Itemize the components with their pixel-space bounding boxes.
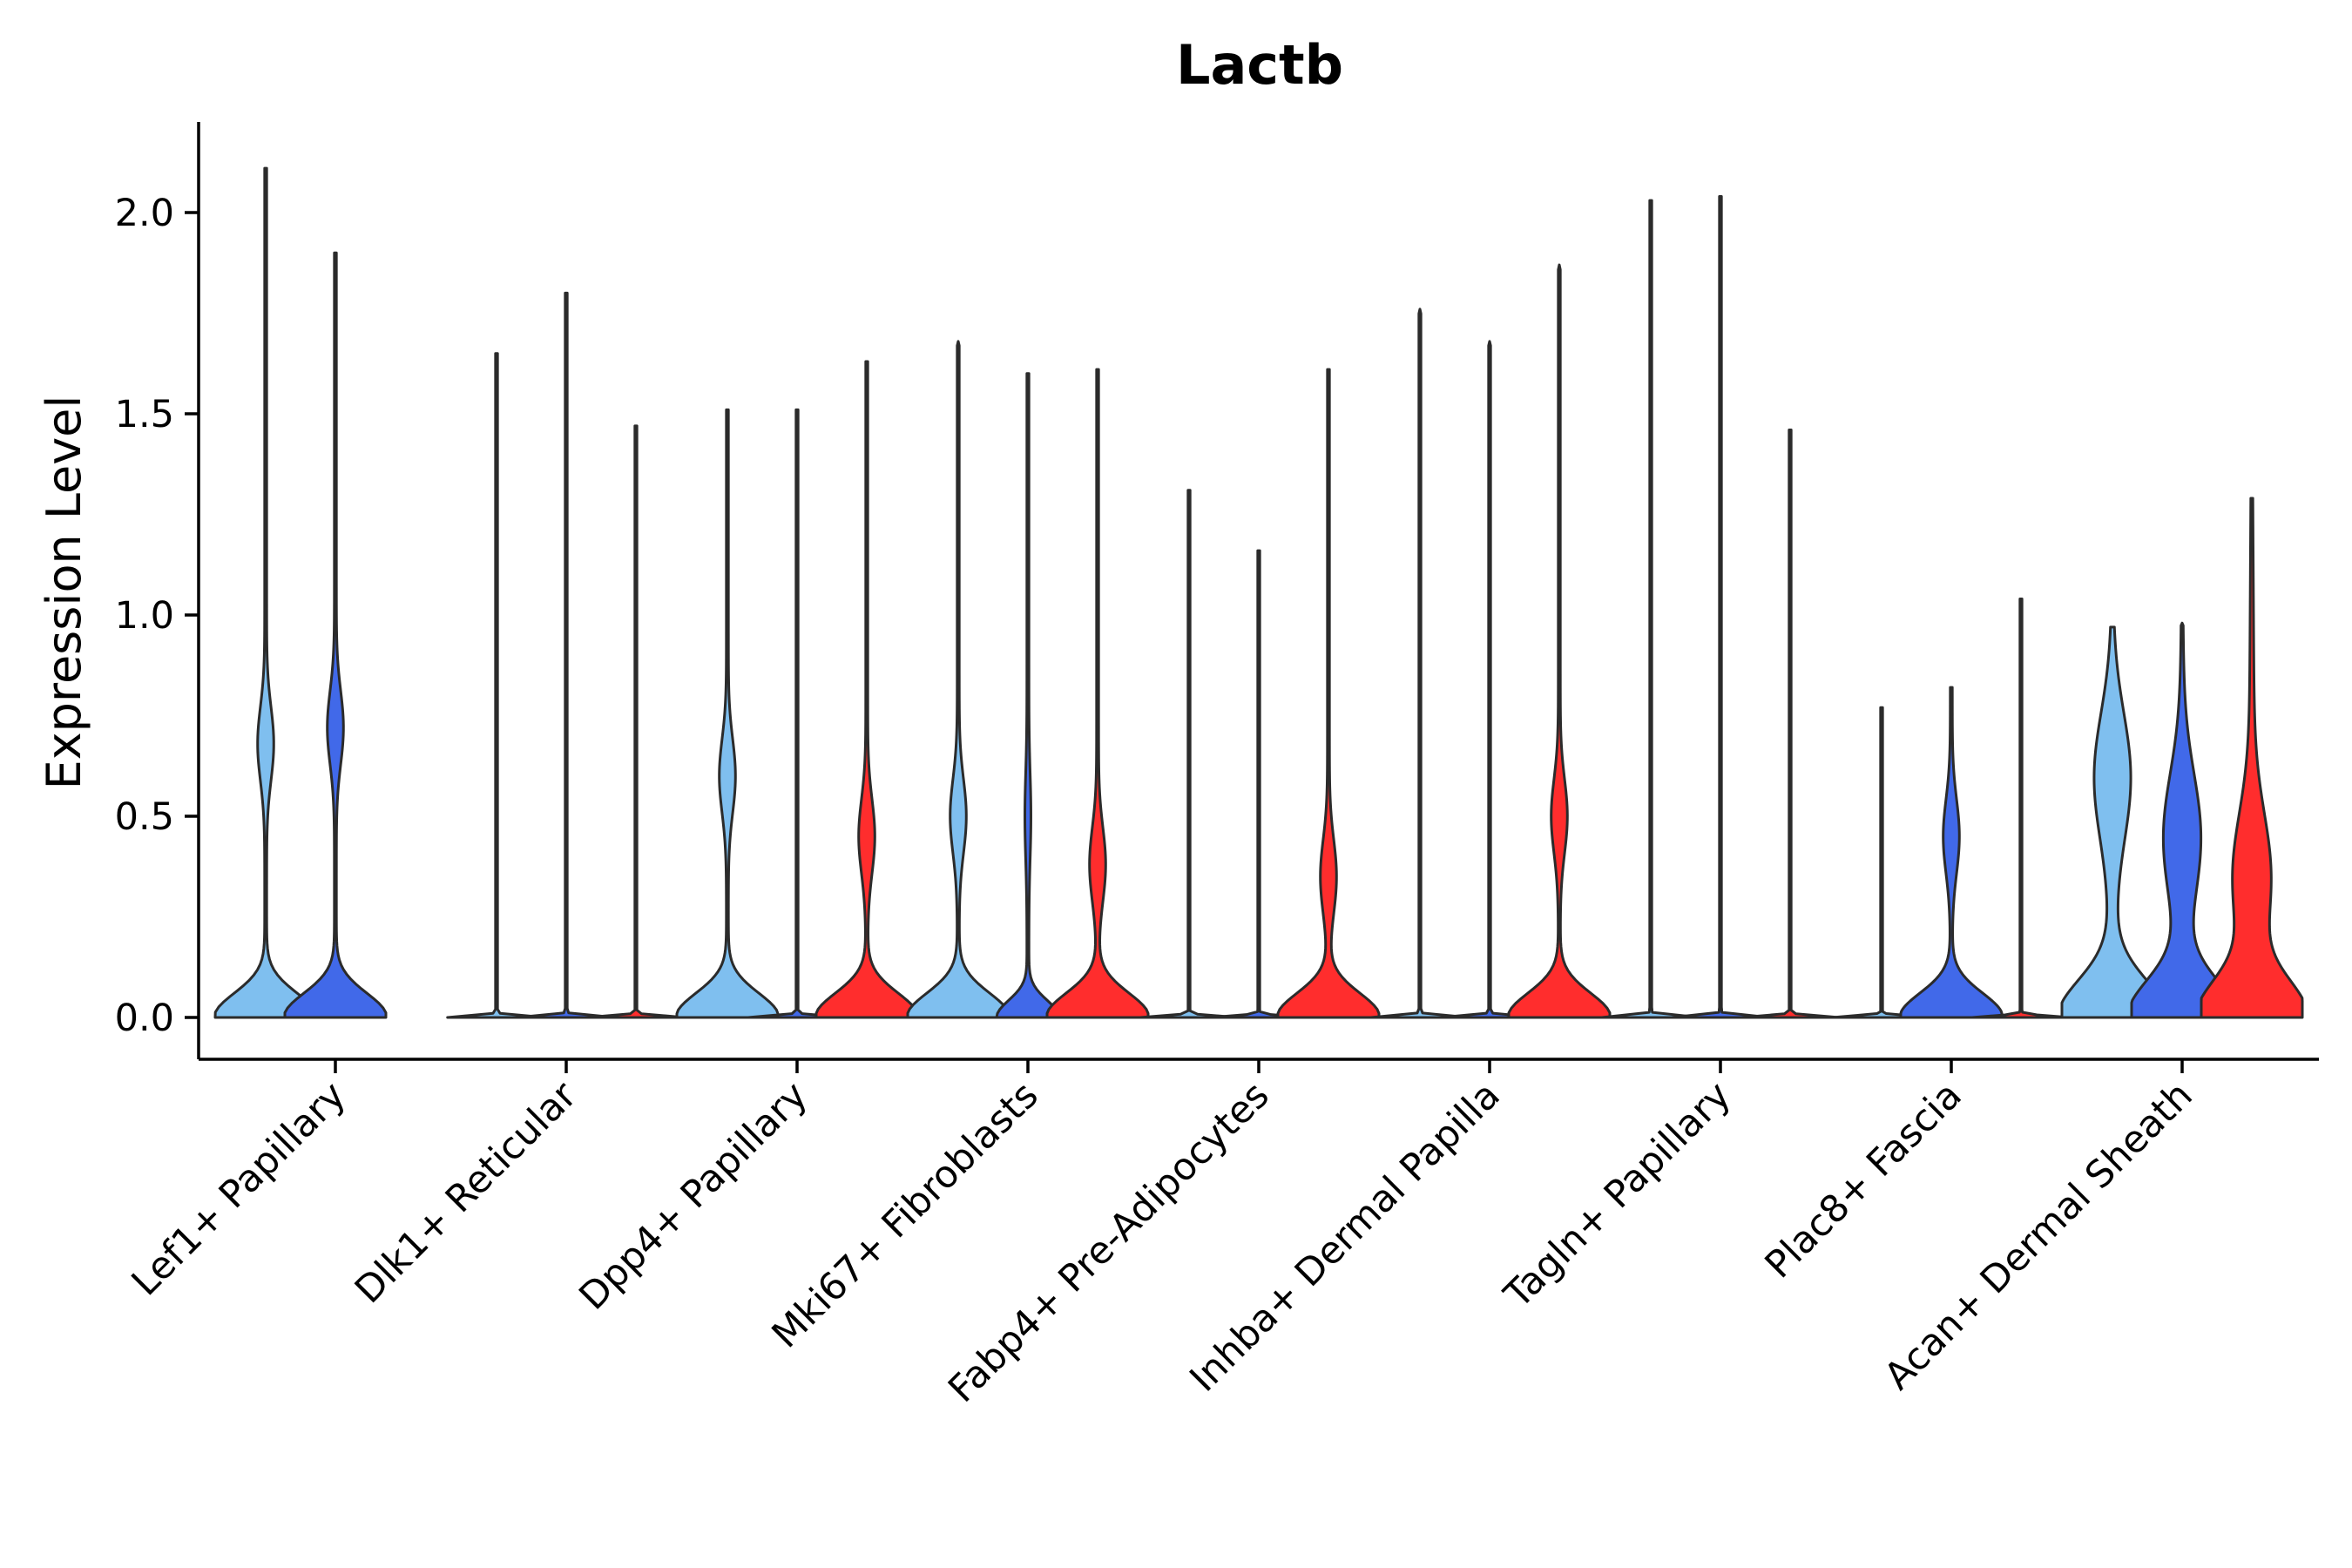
violin-group xyxy=(675,360,919,1019)
x-tick-label: Tagln+ Papillary xyxy=(1496,1073,1740,1317)
violin-shape xyxy=(1831,706,1932,1019)
violin-shape xyxy=(213,166,318,1019)
y-tick-label: 0.0 xyxy=(115,997,174,1040)
violin-shape xyxy=(516,291,617,1019)
violin-shape xyxy=(2060,625,2165,1019)
violin-shape xyxy=(906,340,1010,1019)
violin-shape xyxy=(747,408,848,1019)
violin-group xyxy=(1600,195,1841,1019)
violin-shape xyxy=(2200,497,2304,1019)
violin-group xyxy=(906,340,1150,1019)
violin-shape xyxy=(995,372,1061,1019)
violin-shape xyxy=(1276,368,1381,1019)
violin-shape xyxy=(1439,340,1540,1019)
violin-group xyxy=(2060,497,2304,1019)
x-tick-label: Mki67+ Fibroblasts xyxy=(764,1073,1047,1356)
violin-shape xyxy=(1507,263,1612,1019)
x-tick-label: Lef1+ Papillary xyxy=(124,1073,355,1304)
violin-shape xyxy=(1740,428,1841,1019)
violin-shape xyxy=(1600,199,1701,1019)
violin-shape xyxy=(2130,621,2234,1019)
violin-shape xyxy=(814,360,919,1019)
violin-shape xyxy=(1899,686,2004,1019)
x-tick-label: Dlk1+ Reticular xyxy=(347,1073,585,1312)
violin-shape xyxy=(283,251,388,1019)
violin-group xyxy=(1831,598,2072,1019)
violin-shape xyxy=(1369,308,1470,1019)
chart-title: Lactb xyxy=(1176,33,1343,97)
y-tick-label: 0.5 xyxy=(115,795,174,839)
violin-group xyxy=(446,291,686,1019)
y-tick-label: 1.0 xyxy=(115,594,174,638)
violin-shape xyxy=(446,352,547,1019)
y-tick-label: 2.0 xyxy=(115,192,174,235)
y-tick-label: 1.5 xyxy=(115,393,174,436)
violin-shape xyxy=(1045,368,1150,1019)
violin-group xyxy=(213,166,388,1019)
violin-shape xyxy=(1970,598,2072,1019)
violin-group xyxy=(1369,263,1612,1019)
y-axis-ticks: 0.0 0.5 1.0 1.5 2.0 xyxy=(115,192,199,1040)
violin-shape xyxy=(1139,489,1240,1019)
x-tick-label: Plac8+ Fascia xyxy=(1757,1073,1970,1287)
violin-shape xyxy=(1208,549,1309,1019)
x-tick-label: Dpp4+ Papillary xyxy=(571,1073,816,1318)
y-axis-label: Expression Level xyxy=(37,395,91,790)
violin-shape xyxy=(675,408,780,1019)
violin-shape xyxy=(1670,195,1771,1019)
violin-shape xyxy=(585,424,686,1019)
violin-group xyxy=(1139,368,1381,1019)
violin-layer xyxy=(213,166,2304,1019)
